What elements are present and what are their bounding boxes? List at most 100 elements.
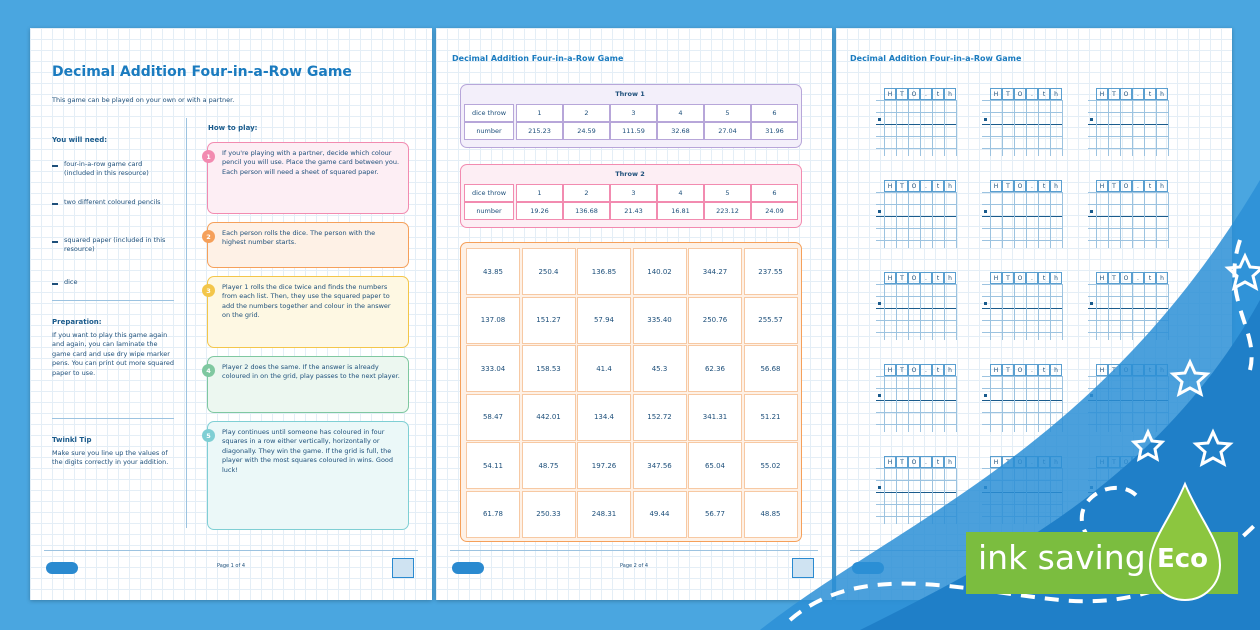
throw-number: 32.68 [657,122,704,140]
plus-sign [984,394,987,397]
column-header: . [920,88,932,100]
grid-col-line [920,284,921,340]
grid-cell: 65.04 [688,442,742,489]
column-header: t [1144,180,1156,192]
grid-col-line [990,376,991,432]
column-header: . [920,180,932,192]
column-header: H [884,272,896,284]
throw-number: 24.09 [751,202,798,220]
column-header: T [896,180,908,192]
bullet [52,241,58,243]
column-header: . [920,364,932,376]
column-header: h [1050,272,1062,284]
grid-col-line [1156,192,1157,248]
grid-cell: 136.85 [577,248,631,295]
grid-col-line [1168,192,1169,248]
step-text: Player 1 rolls the dice twice and finds … [222,283,391,320]
grid-row-line [982,240,1062,241]
grid-row-line [982,124,1062,125]
title: Decimal Addition Four-in-a-Row Game [452,54,624,63]
grid-row-line [982,424,1062,425]
column-header: T [1108,272,1120,284]
grid-row-line [876,204,956,205]
dice-value: 1 [516,104,563,122]
throw-title: Throw 2 [615,170,645,178]
footer-line [44,550,418,551]
plus-sign [984,118,987,121]
grid-col-line [884,192,885,248]
grid-col-line [896,100,897,156]
grid-row-line [982,296,1062,297]
column-header: O [1014,272,1026,284]
column-header: . [1132,180,1144,192]
grid-cell: 43.85 [466,248,520,295]
grid-row-line [876,124,956,125]
grid-col-line [920,376,921,432]
dice-value: 3 [610,184,657,202]
preparation-heading: Preparation: [52,318,102,326]
column-header: h [1156,88,1168,100]
plus-sign [878,486,881,489]
plus-sign [878,302,881,305]
column-header: O [1014,364,1026,376]
step-box [207,421,409,530]
grid-col-line [1144,100,1145,156]
column-header: H [990,272,1002,284]
grid-col-line [1144,284,1145,340]
bullet [52,203,58,205]
divider [52,418,174,419]
grid-row-line [1088,148,1168,149]
throw-number: 24.59 [563,122,610,140]
column-header: H [884,456,896,468]
grid-row-line [982,376,1062,377]
grid-col-line [1002,100,1003,156]
column-header: H [990,364,1002,376]
grid-row-line [1088,228,1168,229]
column-header: h [944,456,956,468]
column-header: t [932,88,944,100]
grid-col-line [920,468,921,524]
grid-cell: 442.01 [521,393,576,441]
footer-badge [392,558,414,578]
throw-number: 16.81 [657,202,704,220]
how-heading: How to play: [208,124,258,132]
grid-col-line [1026,192,1027,248]
grid-cell: 250.76 [688,296,742,344]
need-item: two different coloured pencils [64,198,161,206]
grid-cell: 62.36 [688,345,742,392]
column-header: . [1026,364,1038,376]
preparation: If you want to play this game again and … [52,331,174,377]
grid-row-line [982,400,1062,401]
grid-col-line [896,192,897,248]
grid-row-line [876,148,956,149]
grid-col-line [1108,100,1109,156]
grid-col-line [908,192,909,248]
grid-col-line [908,468,909,524]
grid-row-line [982,192,1062,193]
grid-cell: 250.4 [521,248,576,295]
dice-value: 2 [563,104,610,122]
grid-cell: 48.75 [521,442,576,489]
grid-col-line [908,284,909,340]
column-header: T [1002,272,1014,284]
grid-cell: 347.56 [632,442,687,489]
column-header: O [1120,88,1132,100]
grid-row-line [1088,112,1168,113]
grid-row-line [982,412,1062,413]
grid-col-line [1062,376,1063,432]
grid-col-line [1002,192,1003,248]
grid-col-line [896,284,897,340]
grid-col-line [932,192,933,248]
grid-cell: 152.72 [632,393,687,441]
dice-value: 4 [657,104,704,122]
grid-col-line [932,284,933,340]
plus-sign [984,302,987,305]
column-header: O [1014,180,1026,192]
grid-col-line [908,100,909,156]
